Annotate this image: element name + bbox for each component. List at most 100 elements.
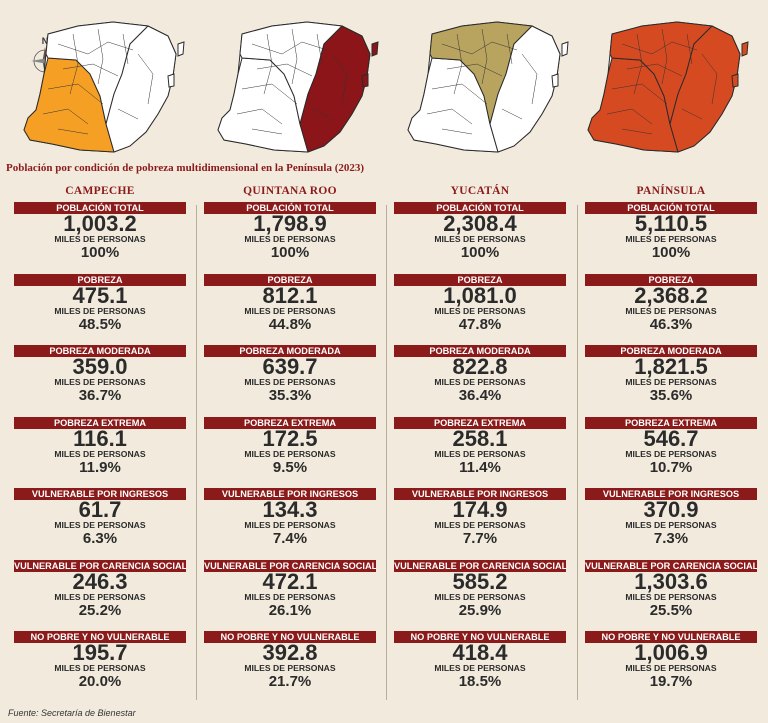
stat-unit: MILES DE PERSONAS	[434, 448, 526, 459]
column-title: PANÍNSULA	[636, 185, 706, 197]
stat-label: POBREZA	[204, 273, 376, 286]
stat-unit: MILES DE PERSONAS	[54, 520, 146, 530]
stat-unit: MILES DE PERSONAS	[244, 234, 336, 244]
stat-percent: 20.0%	[78, 673, 122, 690]
stat-unit: MILES DE PERSONAS	[434, 305, 526, 316]
stat-block: POBREZA EXTREMA 116.1 MILES DE PERSONAS 11.…	[12, 416, 188, 489]
stat-block: POBLACIÓN TOTAL 1,798.9 MILES DE PERSONAS 1…	[202, 202, 378, 274]
stat-value: 475.1	[72, 282, 128, 308]
stat-block: VULNERABLE POR CARENCIA SOCIAL 246.3 MILES…	[12, 559, 188, 632]
stat-block: POBREZA MODERADA 359.0 MILES DE PERSONAS 36…	[12, 345, 188, 417]
stat-percent: 25.2%	[78, 601, 122, 619]
stat-percent: 11.9%	[79, 458, 121, 476]
stat-percent: 36.7%	[78, 387, 122, 404]
stat-percent: 25.5%	[649, 601, 693, 619]
stat-block: POBREZA 475.1 MILES DE PERSONAS 48.5%	[12, 273, 188, 346]
column-title: YUCATÁN	[450, 185, 510, 197]
stat-label: POBLACIÓN TOTAL	[14, 202, 186, 214]
stat-percent: 100%	[460, 244, 500, 261]
stat-value: 546.7	[643, 425, 699, 451]
stat-value: 172.5	[262, 425, 318, 451]
compass-north-letter: N	[42, 36, 49, 46]
stat-value: 1,003.2	[63, 211, 137, 236]
stat-percent: 18.5%	[458, 673, 502, 690]
stat-unit: MILES DE PERSONAS	[434, 591, 526, 602]
stat-label: NO POBRE Y NO VULNERABLE	[394, 631, 566, 643]
stat-block: VULNERABLE POR INGRESOS 61.7 MILES DE PERS…	[12, 488, 188, 560]
stat-value: 61.7	[78, 497, 122, 522]
stat-block: POBREZA MODERADA 822.8 MILES DE PERSONAS 36…	[392, 345, 568, 417]
stat-label: VULNERABLE POR INGRESOS	[585, 488, 757, 500]
stat-value: 359.0	[72, 354, 128, 379]
peninsula-map	[587, 21, 749, 153]
stat-value: 1,006.9	[634, 640, 708, 665]
stat-percent: 6.3%	[82, 530, 118, 547]
stat-percent: 44.8%	[268, 315, 312, 333]
stat-percent: 7.4%	[272, 530, 308, 547]
stat-value: 134.3	[262, 497, 318, 522]
stat-block: VULNERABLE POR INGRESOS 174.9 MILES DE PER…	[392, 488, 568, 560]
stat-percent: 25.9%	[458, 601, 502, 619]
stat-value: 1,798.9	[253, 211, 327, 236]
stat-value: 116.1	[73, 425, 127, 451]
source-note: Fuente: Secretaría de Bienestar	[8, 708, 136, 718]
stat-block: POBLACIÓN TOTAL 1,003.2 MILES DE PERSONAS 1…	[12, 202, 188, 274]
stat-unit: MILES DE PERSONAS	[54, 305, 146, 316]
stat-label: POBREZA EXTREMA	[394, 416, 566, 429]
stat-unit: MILES DE PERSONAS	[625, 591, 717, 602]
stat-label: POBLACIÓN TOTAL	[204, 202, 376, 214]
stat-block: POBREZA EXTREMA 172.5 MILES DE PERSONAS 9.5…	[202, 416, 378, 489]
stat-block: POBREZA 812.1 MILES DE PERSONAS 44.8%	[202, 273, 378, 346]
stat-label: POBLACIÓN TOTAL	[585, 202, 757, 214]
stat-unit: MILES DE PERSONAS	[625, 520, 717, 530]
stat-percent: 7.3%	[653, 530, 689, 547]
stat-value: 472.1	[262, 568, 318, 594]
stat-percent: 21.7%	[268, 673, 312, 690]
column-divider	[386, 205, 387, 700]
stat-label: POBREZA EXTREMA	[204, 416, 376, 429]
stat-percent: 7.7%	[462, 530, 498, 547]
stat-value: 392.8	[262, 640, 318, 665]
stat-percent: 26.1%	[268, 601, 312, 619]
infographic-title: Población por condición de pobreza multi…	[6, 162, 365, 174]
stat-label: POBREZA MODERADA	[204, 345, 376, 357]
stat-block: POBREZA 2,368.2 MILES DE PERSONAS 46.3%	[583, 273, 759, 346]
stat-percent: 100%	[80, 244, 120, 261]
stat-block: POBREZA MODERADA 1,821.5 MILES DE PERSONAS…	[583, 345, 759, 417]
stat-value: 1,081.0	[443, 282, 517, 308]
stat-value: 418.4	[452, 640, 508, 665]
stat-block: NO POBRE Y NO VULNERABLE 1,006.9 MILES DE …	[583, 631, 759, 703]
stat-block: POBREZA EXTREMA 258.1 MILES DE PERSONAS 11.…	[392, 416, 568, 489]
stat-label: VULNERABLE POR CARENCIA SOCIAL	[585, 559, 757, 572]
stat-block: VULNERABLE POR CARENCIA SOCIAL 1,303.6 MIL…	[583, 559, 759, 632]
stat-unit: MILES DE PERSONAS	[625, 234, 717, 244]
stat-block: POBLACIÓN TOTAL 5,110.5 MILES DE PERSONAS 1…	[583, 202, 759, 274]
stat-block: POBREZA EXTREMA 546.7 MILES DE PERSONAS 10.…	[583, 416, 759, 489]
stat-unit: MILES DE PERSONAS	[244, 663, 336, 673]
stat-value: 258.1	[452, 425, 508, 451]
stat-value: 822.8	[452, 354, 508, 379]
stat-block: VULNERABLE POR CARENCIA SOCIAL 585.2 MILES…	[392, 559, 568, 632]
stat-unit: MILES DE PERSONAS	[54, 234, 146, 244]
stat-label: POBLACIÓN TOTAL	[394, 202, 566, 214]
stat-value: 2,308.4	[443, 211, 517, 236]
stat-unit: MILES DE PERSONAS	[244, 305, 336, 316]
stat-label: POBREZA	[394, 273, 566, 286]
column-title: CAMPECHE	[65, 185, 135, 197]
maps-strip: N	[0, 0, 768, 160]
column-title: QUINTANA ROO	[243, 185, 337, 197]
stat-block: NO POBRE Y NO VULNERABLE 195.7 MILES DE PE…	[12, 631, 188, 703]
state-column: CAMPECHE POBLACIÓN TOTAL 1,003.2 MILES DE P…	[12, 180, 188, 703]
stat-percent: 48.5%	[78, 315, 122, 333]
quintana-roo-map	[217, 21, 379, 153]
stat-label: NO POBRE Y NO VULNERABLE	[204, 631, 376, 643]
stat-label: VULNERABLE POR INGRESOS	[14, 488, 186, 500]
stat-label: VULNERABLE POR CARENCIA SOCIAL	[394, 559, 566, 572]
stat-block: POBLACIÓN TOTAL 2,308.4 MILES DE PERSONAS 1…	[392, 202, 568, 274]
stat-block: VULNERABLE POR INGRESOS 134.3 MILES DE PER…	[202, 488, 378, 560]
stat-percent: 100%	[651, 244, 691, 261]
column-divider	[577, 205, 578, 700]
stat-value: 1,303.6	[634, 568, 708, 594]
stat-label: NO POBRE Y NO VULNERABLE	[14, 631, 186, 643]
stat-unit: MILES DE PERSONAS	[434, 377, 526, 387]
